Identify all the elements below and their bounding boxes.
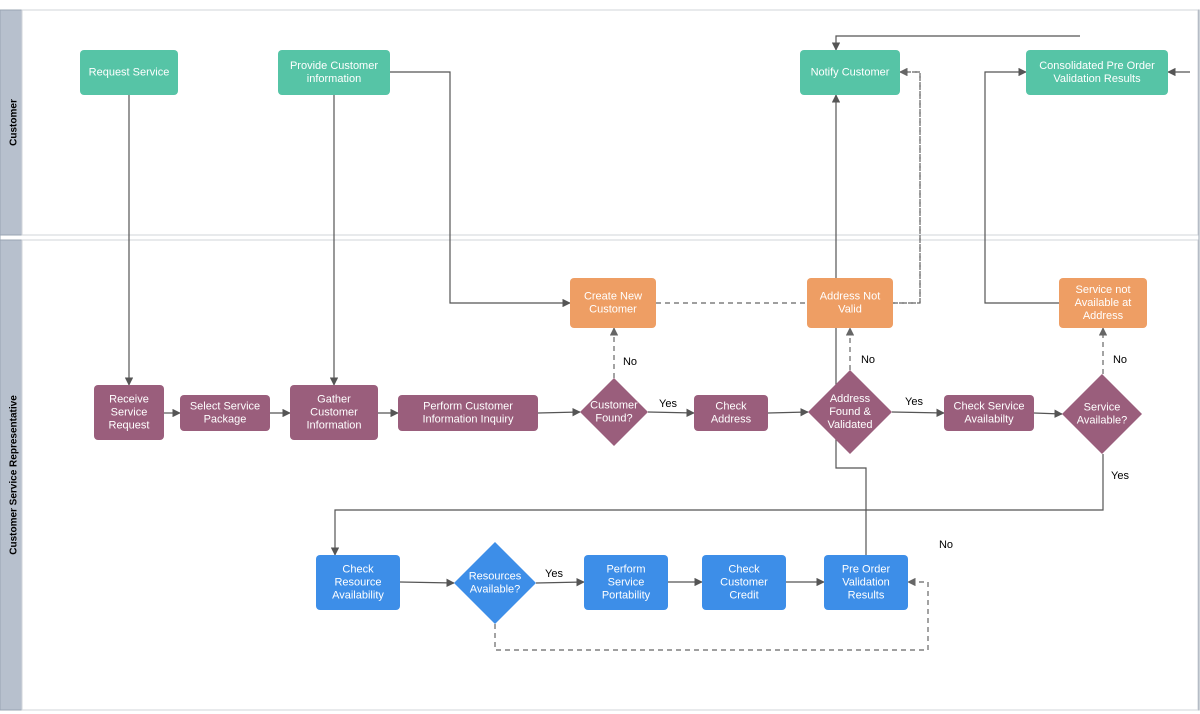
node-label: Information: [306, 419, 361, 431]
node-label: Availability: [332, 589, 384, 601]
node-label: Receive: [109, 393, 149, 405]
node-checkRes: CheckResourceAvailability: [316, 555, 400, 610]
node-svcAvail: ServiceAvailable?: [1062, 374, 1142, 454]
node-provideInfo: Provide Customerinformation: [278, 50, 390, 95]
edge-perform-custFound: [538, 412, 580, 413]
node-label: Found?: [595, 412, 632, 424]
edge-label: No: [861, 354, 875, 366]
node-label: Customer: [590, 399, 638, 411]
edge-label: Yes: [545, 568, 563, 580]
node-label: Available?: [470, 583, 521, 595]
node-label: Create New: [584, 290, 642, 302]
node-label: Valid: [838, 303, 862, 315]
node-custFound: CustomerFound?: [580, 378, 648, 446]
node-label: Gather: [317, 393, 351, 405]
node-label: Check: [728, 563, 760, 575]
node-checkAddr: CheckAddress: [694, 395, 768, 431]
node-label: Information Inquiry: [422, 413, 514, 425]
node-label: Perform: [606, 563, 645, 575]
edge-custFound-checkAddr: [648, 412, 694, 413]
edge-provideInfo-createNew: [390, 72, 570, 303]
node-label: Available?: [1077, 414, 1128, 426]
node-consolidated: Consolidated Pre OrderValidation Results: [1026, 50, 1168, 95]
flowchart-diagram: CustomerCustomer Service Representative …: [0, 0, 1200, 714]
node-checkCredit: CheckCustomerCredit: [702, 555, 786, 610]
edge-label: No: [1113, 354, 1127, 366]
edge-svcAvail-checkRes: [335, 454, 1103, 555]
edge-checkRes-resAvail: [400, 582, 454, 583]
node-label: Package: [204, 413, 247, 425]
node-label: Notify Customer: [811, 66, 890, 78]
node-perform: Perform CustomerInformation Inquiry: [398, 395, 538, 431]
edge-notify-consolidated_top: [836, 36, 1080, 50]
edge-addrNotValid-notify: [893, 72, 920, 303]
swimlane-label-customer: Customer: [9, 99, 20, 146]
node-gather: GatherCustomerInformation: [290, 385, 378, 440]
node-label: Resources: [469, 570, 522, 582]
node-label: Select Service: [190, 400, 260, 412]
edge-checkAddr-addrValid: [768, 412, 808, 413]
node-label: Service: [608, 576, 645, 588]
node-label: Portability: [602, 589, 651, 601]
node-label: Customer: [720, 576, 768, 588]
edge-label: No: [623, 356, 637, 368]
edge-addrValid-checkSvc: [892, 412, 944, 413]
swimlane-label-csr: Customer Service Representative: [9, 395, 20, 555]
node-label: Service: [111, 406, 148, 418]
node-label: Address: [830, 393, 871, 405]
node-label: Consolidated Pre Order: [1039, 60, 1155, 72]
edge-label: Yes: [905, 396, 923, 408]
nodes-layer: Request Service Provide Customerinformati…: [80, 50, 1168, 624]
node-label: Address Not: [820, 290, 881, 302]
node-label: Found &: [829, 406, 871, 418]
node-createNew: Create NewCustomer: [570, 278, 656, 328]
node-label: Customer: [589, 303, 637, 315]
edge-resAvail-portability: [536, 582, 584, 583]
node-label: Validation Results: [1053, 73, 1141, 85]
edge-createNew-notify: [656, 72, 920, 303]
node-addrValid: AddressFound &Validated: [808, 370, 892, 454]
node-label: Request Service: [89, 66, 170, 78]
node-label: Address: [711, 413, 752, 425]
node-label: Check: [715, 400, 747, 412]
node-label: Available at: [1075, 297, 1132, 309]
node-label: Address: [1083, 310, 1124, 322]
node-resAvail: ResourcesAvailable?: [454, 542, 536, 624]
node-reqService: Request Service: [80, 50, 178, 95]
edge-label: Yes: [1111, 470, 1129, 482]
node-label: Customer: [310, 406, 358, 418]
node-selectPkg: Select ServicePackage: [180, 395, 270, 431]
node-label: Service not: [1075, 284, 1130, 296]
node-label: Request: [109, 419, 150, 431]
edge-checkSvc-svcAvail: [1034, 413, 1062, 414]
node-label: Perform Customer: [423, 400, 513, 412]
node-checkSvc: Check ServiceAvailabilty: [944, 395, 1034, 431]
node-label: Resource: [334, 576, 381, 588]
node-label: Availabilty: [964, 413, 1014, 425]
node-svcNotAvail: Service notAvailable atAddress: [1059, 278, 1147, 328]
node-preOrder: Pre OrderValidationResults: [824, 555, 908, 610]
node-label: Credit: [729, 589, 758, 601]
edge-label: Yes: [659, 398, 677, 410]
node-label: Provide Customer: [290, 60, 378, 72]
node-label: Pre Order: [842, 563, 891, 575]
node-addrNotValid: Address NotValid: [807, 278, 893, 328]
node-receive: ReceiveServiceRequest: [94, 385, 164, 440]
node-label: Check Service: [954, 400, 1025, 412]
node-label: Service: [1084, 401, 1121, 413]
node-portability: PerformServicePortability: [584, 555, 668, 610]
node-label: Check: [342, 563, 374, 575]
node-label: Validated: [827, 419, 872, 431]
edge-label: No: [939, 539, 953, 551]
edge-svcNotAvail-consolidated: [985, 72, 1059, 303]
node-label: Results: [848, 589, 885, 601]
node-notify: Notify Customer: [800, 50, 900, 95]
node-label: Validation: [842, 576, 890, 588]
node-label: information: [307, 73, 361, 85]
swimlane-body-customer: [22, 10, 1198, 235]
